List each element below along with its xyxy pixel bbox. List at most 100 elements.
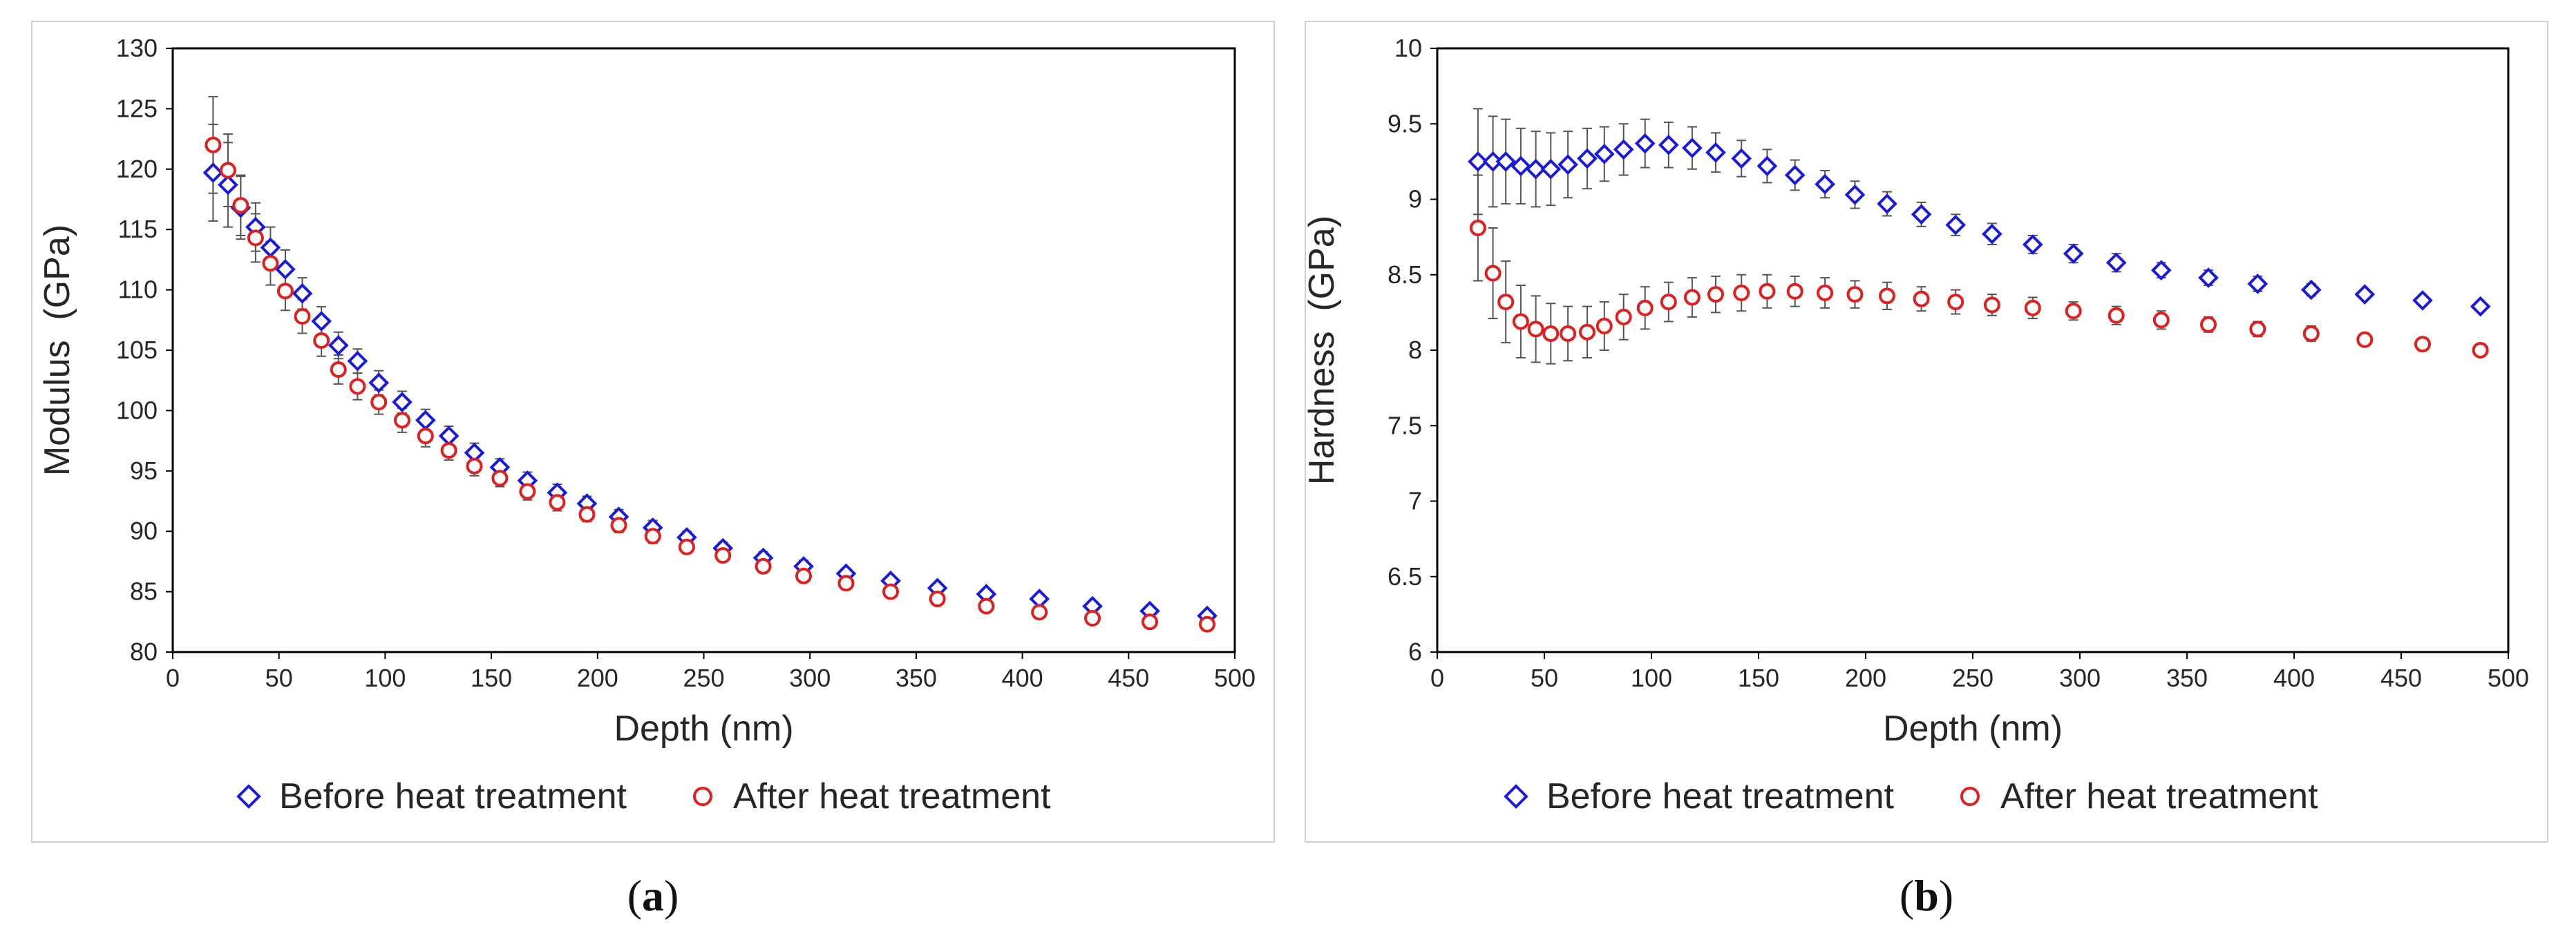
hardness-y-tick-label: 8.5	[1388, 260, 1422, 289]
modulus-y-tick-label: 115	[118, 215, 158, 243]
data-point-before	[1468, 151, 1488, 172]
modulus-x-tick-label: 500	[1214, 664, 1256, 692]
modulus-x-tick-label: 350	[896, 664, 937, 692]
data-point-after	[1846, 286, 1864, 303]
data-point-after	[1707, 286, 1724, 303]
caption-a-letter: a	[642, 871, 664, 920]
data-point-after	[1031, 604, 1048, 621]
caption-a: (a)	[627, 871, 679, 920]
panel-a-frame	[31, 21, 1275, 843]
data-point-after	[2200, 316, 2217, 333]
caption-b: (b)	[1899, 871, 1954, 920]
modulus-x-tick-label: 250	[683, 664, 724, 692]
legend-a: Before heat treatment After heat treatme…	[228, 776, 1051, 817]
hardness-y-tick-label: 9	[1408, 185, 1422, 213]
hardness-x-tick-label: 150	[1738, 664, 1779, 692]
hardness-x-tick-label: 400	[2273, 664, 2315, 692]
data-point-after	[1983, 296, 2000, 314]
data-point-after	[519, 483, 536, 500]
hardness-series-after-errorbars	[1472, 174, 2485, 365]
hardness-plot-area	[1436, 47, 2510, 653]
data-point-after	[1660, 294, 1677, 311]
hardness-x-tick-label: 500	[2488, 664, 2529, 692]
data-point-before	[1911, 204, 1932, 225]
data-point-after	[755, 557, 772, 575]
data-point-after	[1497, 294, 1515, 311]
data-point-after	[1484, 265, 1502, 282]
data-point-after	[1759, 283, 1776, 300]
data-point-before	[1844, 184, 1866, 205]
modulus-x-tick-label: 450	[1108, 664, 1149, 692]
data-point-before	[1784, 164, 1806, 186]
hardness-series-before	[1468, 133, 2491, 317]
data-point-after	[1527, 321, 1544, 338]
data-point-before	[1577, 148, 1598, 169]
hardness-y-axis-title: Hardness (GPa)	[1302, 216, 1342, 485]
data-point-after	[417, 428, 434, 445]
data-point-before	[1756, 155, 1778, 177]
data-point-before	[1593, 144, 1615, 164]
hardness-y-tick-label: 7	[1408, 487, 1422, 515]
data-point-after	[1469, 220, 1486, 237]
data-point-after	[644, 528, 661, 545]
data-point-after	[2302, 325, 2320, 342]
data-point-before	[202, 162, 224, 183]
data-point-before	[2198, 267, 2219, 288]
data-point-after	[2108, 307, 2125, 324]
data-point-after	[978, 597, 995, 615]
legend-item-before: Before heat treatment	[228, 776, 627, 817]
data-point-before	[368, 372, 390, 394]
data-point-before	[1731, 148, 1752, 169]
modulus-x-tick-label: 200	[577, 664, 618, 692]
modulus-x-axis-title: Depth (nm)	[614, 709, 793, 749]
hardness-series-after	[1469, 220, 2489, 358]
data-point-after	[1817, 284, 1834, 301]
modulus-x-tick-label: 150	[471, 664, 512, 692]
data-point-after	[1084, 610, 1101, 627]
data-point-before	[392, 392, 413, 412]
data-point-before	[311, 311, 332, 332]
legend-label-before: Before heat treatment	[279, 776, 627, 816]
data-point-before	[1945, 214, 1967, 236]
data-point-before	[1815, 173, 1835, 195]
hardness-y-tick-label: 8	[1408, 336, 1422, 364]
data-point-after	[1615, 308, 1632, 325]
data-point-before	[2105, 252, 2127, 274]
data-point-before	[2412, 290, 2433, 311]
hardness-x-tick-label: 0	[1430, 664, 1444, 692]
data-point-after	[1636, 299, 1654, 316]
data-point-before	[2354, 284, 2376, 305]
hardness-x-tick-label: 350	[2166, 664, 2208, 692]
data-point-after	[247, 229, 264, 247]
data-point-after	[2356, 331, 2374, 348]
hardness-x-tick-label: 50	[1531, 664, 1558, 692]
legend-item-after: After heat treatment	[682, 776, 1051, 817]
circle-marker-icon	[1960, 787, 1980, 806]
modulus-y-tick-label: 105	[116, 336, 158, 364]
data-point-before	[1557, 154, 1578, 175]
data-point-after	[1947, 294, 1964, 311]
data-point-after	[714, 547, 732, 564]
hardness-x-tick-label: 250	[1952, 664, 1993, 692]
hardness-x-tick-label: 300	[2059, 664, 2101, 692]
hardness-x-axis-title: Depth (nm)	[1883, 709, 2063, 749]
legend-b: Before heat treatment After heat treatme…	[1495, 776, 2318, 817]
data-point-after	[1512, 313, 1529, 330]
hardness-y-tick-label: 10	[1394, 34, 1422, 62]
legend-label-after: After heat treatment	[732, 776, 1051, 816]
modulus-x-tick-label: 50	[265, 664, 293, 692]
data-point-after	[1142, 613, 1159, 631]
data-point-after	[578, 506, 596, 523]
data-point-after	[232, 197, 249, 214]
data-point-after	[1542, 325, 1560, 342]
data-point-after	[1683, 289, 1701, 306]
data-point-before	[347, 350, 368, 372]
data-point-before	[2470, 296, 2491, 317]
diamond-marker-icon	[236, 784, 261, 809]
modulus-y-tick-label: 80	[130, 638, 158, 666]
data-point-before	[1495, 151, 1517, 172]
data-point-after	[313, 332, 330, 350]
data-point-before	[1525, 158, 1546, 180]
